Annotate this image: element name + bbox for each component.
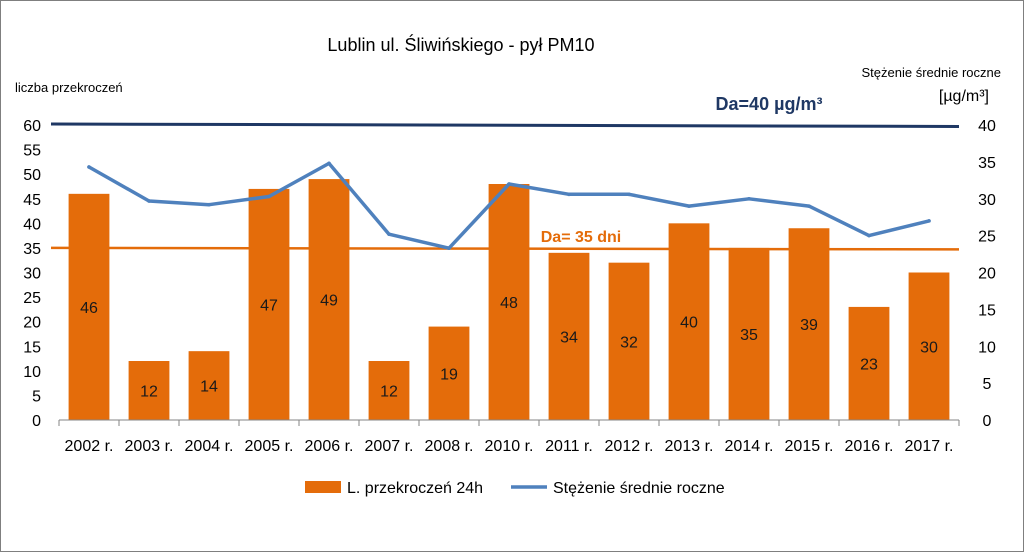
bar-data-label: 19 xyxy=(440,366,458,383)
bar-data-label: 35 xyxy=(740,327,758,344)
x-tick-label: 2013 r. xyxy=(665,438,714,455)
bar xyxy=(668,223,710,420)
bar-data-label: 47 xyxy=(260,297,278,314)
left-y-tick-label: 10 xyxy=(23,364,41,381)
legend-label-bars: L. przekroczeń 24h xyxy=(347,480,483,497)
bar xyxy=(788,228,830,420)
x-tick-label: 2005 r. xyxy=(245,438,294,455)
legend-label-line: Stężenie średnie roczne xyxy=(553,480,725,497)
bar xyxy=(308,179,350,420)
reference-label-days: Da= 35 dni xyxy=(541,229,621,246)
right-y-tick-label: 15 xyxy=(978,302,996,319)
line-point xyxy=(807,204,811,208)
legend-swatch-bars xyxy=(305,481,341,493)
x-tick-label: 2014 r. xyxy=(725,438,774,455)
x-tick-label: 2003 r. xyxy=(125,438,174,455)
line-point xyxy=(327,161,331,166)
legend: L. przekroczeń 24h Stężenie średnie roczn… xyxy=(305,480,725,497)
bar xyxy=(908,272,950,420)
line-point xyxy=(87,165,91,169)
left-y-tick-label: 5 xyxy=(32,388,41,405)
right-axis-unit: [µg/m³] xyxy=(939,88,989,105)
line-point xyxy=(627,192,631,197)
right-y-tick-label: 40 xyxy=(978,118,996,135)
right-y-tick-label: 0 xyxy=(983,413,992,430)
x-tick-label: 2002 r. xyxy=(65,438,114,455)
reference-line-concentration xyxy=(50,122,960,128)
x-tick-label: 2016 r. xyxy=(845,438,894,455)
bar-data-label: 30 xyxy=(920,339,938,356)
line-point xyxy=(507,182,511,186)
bar xyxy=(488,184,530,420)
bar-data-label: 12 xyxy=(380,384,398,401)
right-y-tick-label: 10 xyxy=(978,339,996,356)
bar-data-label: 12 xyxy=(140,384,158,401)
bar-data-label: 48 xyxy=(500,295,518,312)
bar xyxy=(428,326,470,420)
x-tick-label: 2012 r. xyxy=(605,438,654,455)
left-y-tick-label: 60 xyxy=(23,118,41,135)
x-tick-label: 2006 r. xyxy=(305,438,354,455)
bar-data-label: 40 xyxy=(680,315,698,332)
left-axis-label: liczba przekroczeń xyxy=(15,80,123,95)
right-y-tick-label: 30 xyxy=(978,192,996,209)
right-y-tick-label: 20 xyxy=(978,266,996,283)
line-point xyxy=(447,246,451,250)
line-point xyxy=(927,219,931,223)
bar xyxy=(128,361,170,420)
bar-data-label: 23 xyxy=(860,356,878,373)
reference-line-days xyxy=(50,246,960,251)
bar xyxy=(608,262,650,420)
right-y-tick-label: 35 xyxy=(978,155,996,172)
chart-title: Lublin ul. Śliwińskiego - pył PM10 xyxy=(327,34,594,55)
plot-area: 0 5 10 15 20 25 30 35 40 45 50 55 60 0 5 10 15 20 25 30 35 40… xyxy=(23,94,996,455)
left-y-tick-label: 45 xyxy=(23,192,41,209)
x-tick-label: 2015 r. xyxy=(785,438,834,455)
left-y-tick-label: 55 xyxy=(23,143,41,160)
right-y-tick-label: 25 xyxy=(978,229,996,246)
bar-data-label: 34 xyxy=(560,329,578,346)
left-y-tick-label: 15 xyxy=(23,339,41,356)
line-point xyxy=(567,192,571,197)
bar xyxy=(368,361,410,420)
x-tick-label: 2004 r. xyxy=(185,438,234,455)
bar xyxy=(248,188,290,420)
right-axis-label: Stężenie średnie roczne xyxy=(862,65,1001,80)
left-y-tick-label: 40 xyxy=(23,216,41,233)
x-tick-label: 2008 r. xyxy=(425,438,474,455)
x-tick-label: 2010 r. xyxy=(485,438,534,455)
bar xyxy=(188,351,230,420)
reference-label-concentration: Da=40 µg/m³ xyxy=(716,94,823,114)
left-y-tick-label: 25 xyxy=(23,290,41,307)
right-y-tick-label: 5 xyxy=(983,376,992,393)
bar-data-label: 39 xyxy=(800,317,818,334)
x-tick-label: 2017 r. xyxy=(905,438,954,455)
bar-data-label: 32 xyxy=(620,334,638,351)
line-point xyxy=(207,202,211,207)
left-y-tick-label: 35 xyxy=(23,241,41,258)
line-point xyxy=(747,196,751,201)
line-point xyxy=(147,199,151,203)
bar xyxy=(548,252,590,420)
x-tick-label: 2007 r. xyxy=(365,438,414,455)
bar-data-label: 14 xyxy=(200,379,218,396)
line-point xyxy=(387,232,391,236)
bar xyxy=(728,247,770,420)
bar xyxy=(848,306,890,420)
x-tick-label: 2011 r. xyxy=(545,438,593,455)
line-point xyxy=(867,233,871,238)
line-point xyxy=(687,204,691,208)
bar-data-label: 49 xyxy=(320,293,338,310)
left-y-tick-label: 0 xyxy=(32,413,41,430)
bar xyxy=(68,193,110,420)
line-point xyxy=(267,194,271,199)
left-y-tick-label: 50 xyxy=(23,167,41,184)
bar-data-label: 46 xyxy=(80,300,98,317)
left-y-tick-label: 20 xyxy=(23,315,41,332)
left-y-tick-label: 30 xyxy=(23,266,41,283)
